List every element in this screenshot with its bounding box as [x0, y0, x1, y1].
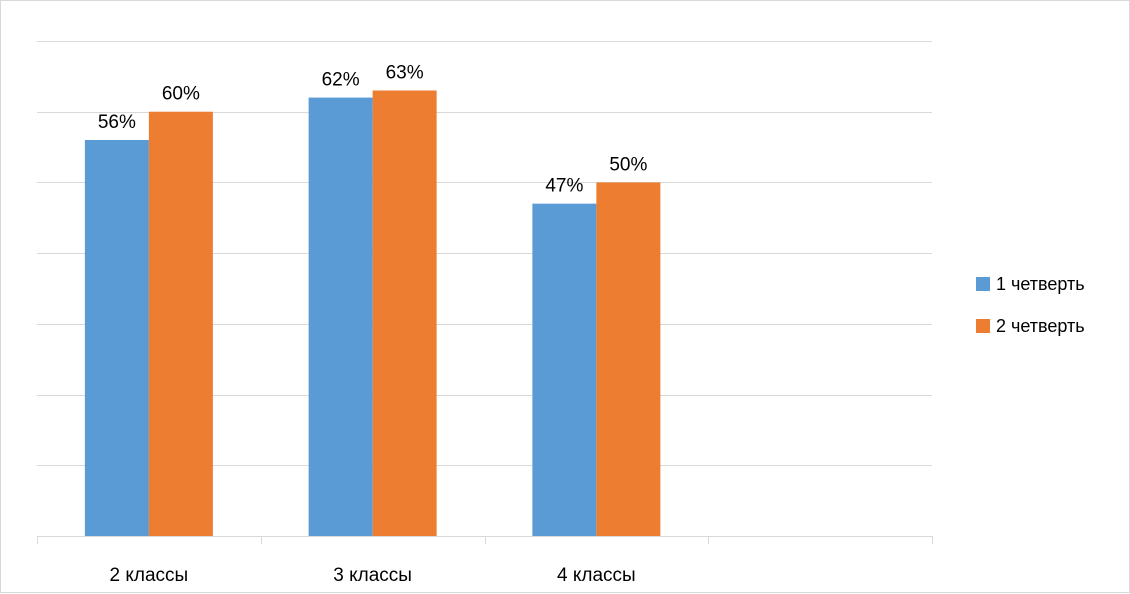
bar-series-2-1 — [149, 112, 213, 536]
data-label-series-2-1: 60% — [162, 84, 200, 105]
legend-label-series-2: 2 четверть — [996, 316, 1085, 337]
x-tick-label: 4 классы — [557, 565, 636, 586]
x-tick-label: 3 классы — [333, 565, 412, 586]
x-axis: 2 классы 3 классы 4 классы — [37, 536, 933, 586]
legend-item-series-1: 1 четверть — [976, 273, 1085, 295]
legend-swatch-series-1 — [976, 277, 990, 291]
bar-series-1-2 — [309, 98, 373, 536]
bar-series-2-3 — [596, 182, 660, 536]
data-label-series-2-3: 50% — [609, 154, 647, 175]
data-label-series-1-1: 56% — [98, 112, 136, 133]
legend: 1 четверть 2 четверть — [976, 273, 1085, 357]
data-label-series-1-3: 47% — [545, 176, 583, 197]
data-label-series-1-2: 62% — [322, 70, 360, 91]
legend-label-series-1: 1 четверть — [996, 274, 1085, 295]
x-tick-label: 2 классы — [110, 565, 189, 586]
bar-series-1-3 — [532, 204, 596, 536]
data-label-series-2-2: 63% — [386, 63, 424, 84]
bars — [85, 91, 661, 537]
bar-series-2-2 — [373, 91, 437, 537]
bar-series-1-1 — [85, 140, 149, 536]
legend-item-series-2: 2 четверть — [976, 315, 1085, 337]
legend-swatch-series-2 — [976, 319, 990, 333]
